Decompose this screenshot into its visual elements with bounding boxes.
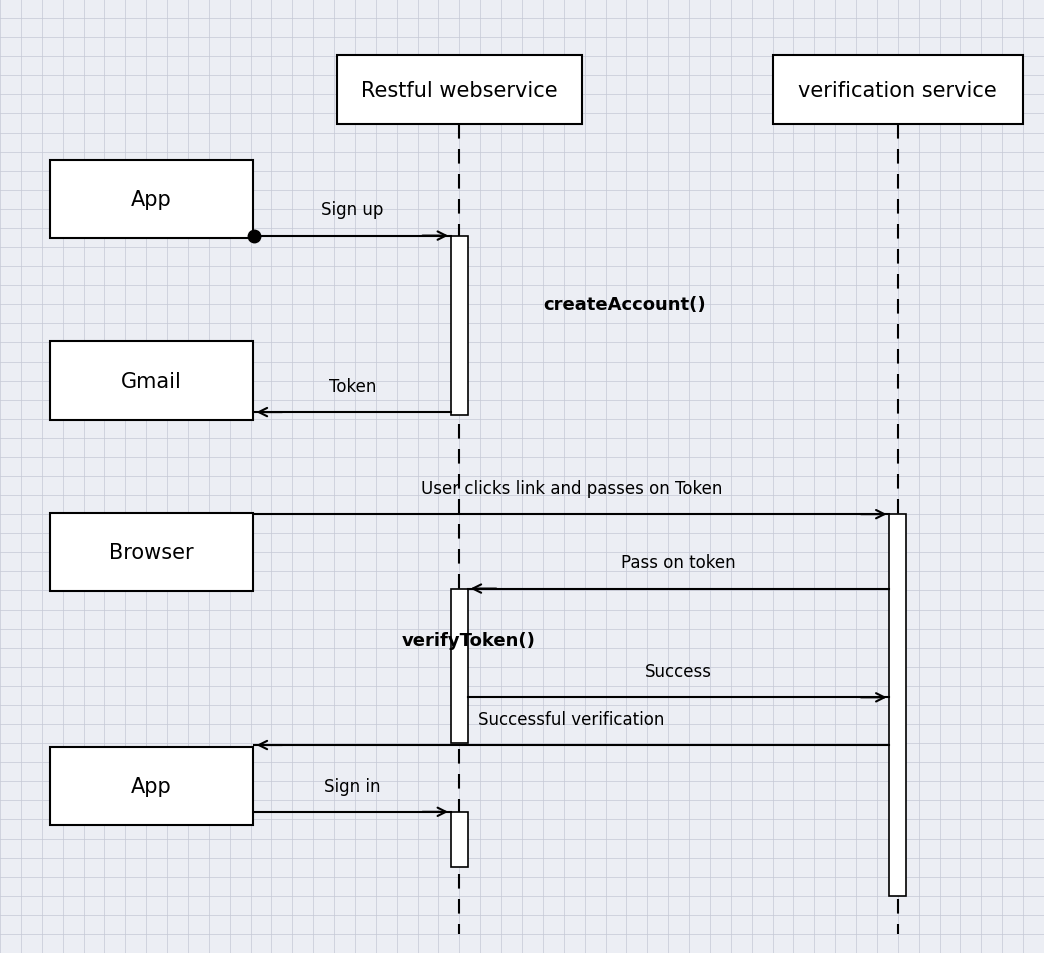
Text: Gmail: Gmail <box>121 372 182 391</box>
Text: App: App <box>130 191 172 210</box>
Text: Sign up: Sign up <box>322 201 383 219</box>
Text: createAccount(): createAccount() <box>543 296 706 314</box>
Text: Success: Success <box>645 662 712 680</box>
Bar <box>49 747 253 825</box>
Bar <box>49 342 253 420</box>
Text: verifyToken(): verifyToken() <box>402 632 536 649</box>
Bar <box>451 236 468 416</box>
Bar <box>49 514 253 592</box>
Text: Token: Token <box>329 377 376 395</box>
Text: Restful webservice: Restful webservice <box>361 81 557 100</box>
Text: Browser: Browser <box>109 543 194 562</box>
Bar <box>336 56 583 125</box>
Bar <box>451 589 468 743</box>
Bar <box>49 161 253 239</box>
Text: verification service: verification service <box>799 81 997 100</box>
Text: User clicks link and passes on Token: User clicks link and passes on Token <box>421 479 722 497</box>
Text: Successful verification: Successful verification <box>478 710 665 728</box>
Text: Sign in: Sign in <box>324 777 381 795</box>
Bar <box>889 515 906 896</box>
Text: Pass on token: Pass on token <box>621 554 736 572</box>
Text: App: App <box>130 777 172 796</box>
Bar <box>773 56 1023 125</box>
Bar <box>451 812 468 867</box>
